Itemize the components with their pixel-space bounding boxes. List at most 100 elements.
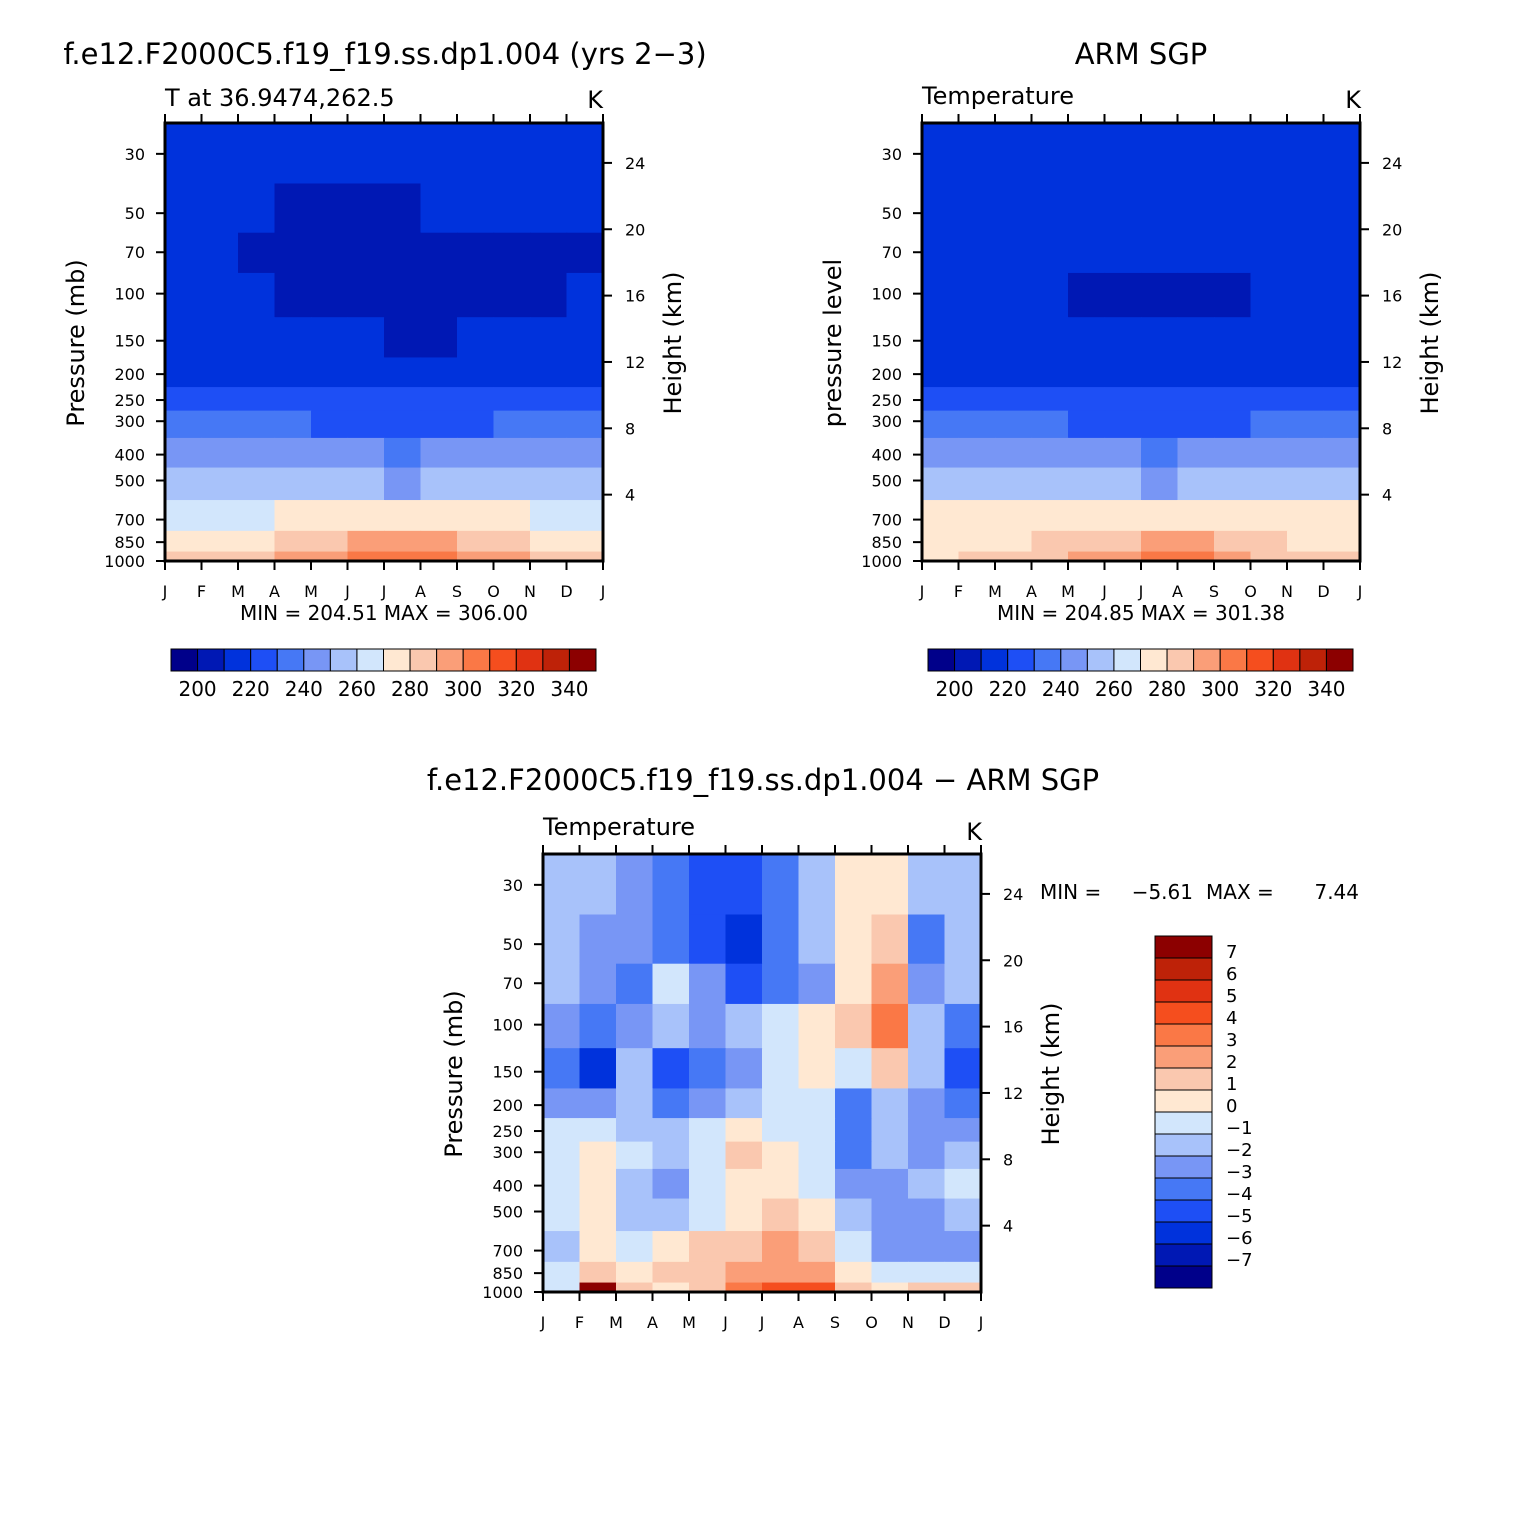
field-cell	[689, 1198, 727, 1232]
y-tick-label: 150	[492, 1063, 523, 1082]
field-cell	[165, 500, 203, 532]
field-cell	[579, 1003, 617, 1049]
colorbar-label: −7	[1226, 1250, 1253, 1271]
y-tick-label: 700	[114, 511, 145, 530]
field-cell	[1104, 500, 1142, 532]
colorbar-box	[1154, 1243, 1213, 1267]
x-tick-label: J	[540, 1313, 546, 1332]
field-cell	[835, 914, 873, 965]
field-cell	[908, 1088, 946, 1119]
field-cell	[311, 530, 349, 553]
field-cell	[1068, 357, 1106, 388]
field-cell	[579, 1231, 617, 1263]
field-cell	[274, 551, 312, 561]
field-cell	[238, 123, 276, 185]
field-cell	[725, 963, 763, 1005]
field-cell	[1250, 551, 1288, 561]
field-cell	[835, 963, 873, 1005]
panel-model-title: f.e12.F2000C5.f19_f19.ss.dp1.004 (yrs 2−…	[63, 37, 706, 71]
field-cell	[762, 1048, 800, 1090]
field-cell	[201, 123, 239, 185]
x-tick-label: J	[978, 1313, 984, 1332]
field-cell	[457, 183, 495, 234]
x-tick-label: S	[452, 582, 462, 601]
field-cell	[384, 183, 422, 234]
field-cell	[689, 1282, 727, 1292]
y-tick-label: 200	[871, 365, 902, 384]
colorbar-box	[1154, 1133, 1213, 1157]
colorbar-box	[1154, 935, 1213, 959]
field-cell	[652, 1118, 690, 1143]
field-cell	[944, 854, 981, 916]
colorbar-box	[1086, 648, 1115, 672]
y-tick-label: 850	[114, 533, 145, 552]
field-cell	[493, 410, 531, 439]
y-tick-label: 1000	[104, 552, 145, 571]
field-cell	[908, 1198, 946, 1232]
field-cell	[1287, 183, 1325, 234]
y-tick-label: 70	[882, 243, 902, 262]
colorbar-box	[568, 648, 597, 672]
y-tick-label: 70	[125, 243, 145, 262]
field-cell	[566, 467, 603, 501]
field-cell	[1141, 183, 1179, 234]
height-tick-label: 24	[625, 154, 645, 173]
field-cell	[995, 437, 1033, 469]
x-tick-label: O	[865, 1313, 878, 1332]
field-cell	[1141, 357, 1179, 388]
field-cell	[384, 123, 422, 185]
field-cell	[384, 467, 422, 501]
field-cell	[689, 1048, 727, 1090]
x-tick-label: J	[1101, 582, 1107, 601]
field-cell	[1068, 410, 1106, 439]
field-cell	[995, 410, 1033, 439]
panel-diff-axes: J F M A M J J A S O N D J 30 50 70 100 150 200 250 300 400 500…	[482, 845, 1023, 1332]
colorbar-box	[170, 648, 199, 672]
field-cell	[530, 387, 568, 412]
field-cell	[165, 317, 203, 359]
field-cell	[995, 500, 1033, 532]
field-cell	[566, 272, 603, 318]
field-cell	[616, 1231, 654, 1263]
field-cell	[958, 272, 996, 318]
field-cell	[1104, 183, 1142, 234]
field-cell	[835, 854, 873, 916]
field-cell	[1068, 467, 1106, 501]
field-cell	[1323, 530, 1360, 553]
y-tick-label: 850	[871, 533, 902, 552]
y-tick-label: 100	[114, 285, 145, 304]
colorbar-box	[1219, 648, 1248, 672]
field-cell	[958, 183, 996, 234]
height-tick-label: 20	[625, 220, 645, 239]
field-cell	[689, 1261, 727, 1284]
field-cell	[922, 317, 960, 359]
field-cell	[238, 410, 276, 439]
y-tick-label: 700	[871, 511, 902, 530]
panel-obs-ylabel: pressure level	[819, 259, 847, 427]
colorbar-label: 300	[444, 677, 482, 701]
y-tick-label: 300	[492, 1143, 523, 1162]
height-tick-label: 16	[625, 287, 645, 306]
field-cell	[311, 437, 349, 469]
field-cell	[871, 854, 909, 916]
field-cell	[944, 1282, 981, 1292]
field-cell	[908, 914, 946, 965]
field-cell	[871, 1003, 909, 1049]
field-cell	[652, 1282, 690, 1292]
height-tick-label: 8	[1382, 419, 1392, 438]
field-cell	[384, 317, 422, 359]
field-cell	[274, 272, 312, 318]
field-cell	[1177, 272, 1215, 318]
field-cell	[530, 551, 568, 561]
field-cell	[944, 1261, 981, 1284]
field-cell	[1031, 387, 1069, 412]
field-cell	[1323, 272, 1360, 318]
field-cell	[493, 357, 531, 388]
field-cell	[689, 1088, 727, 1119]
field-cell	[457, 123, 495, 185]
field-cell	[238, 272, 276, 318]
field-cell	[543, 1118, 581, 1143]
field-cell	[871, 1198, 909, 1232]
